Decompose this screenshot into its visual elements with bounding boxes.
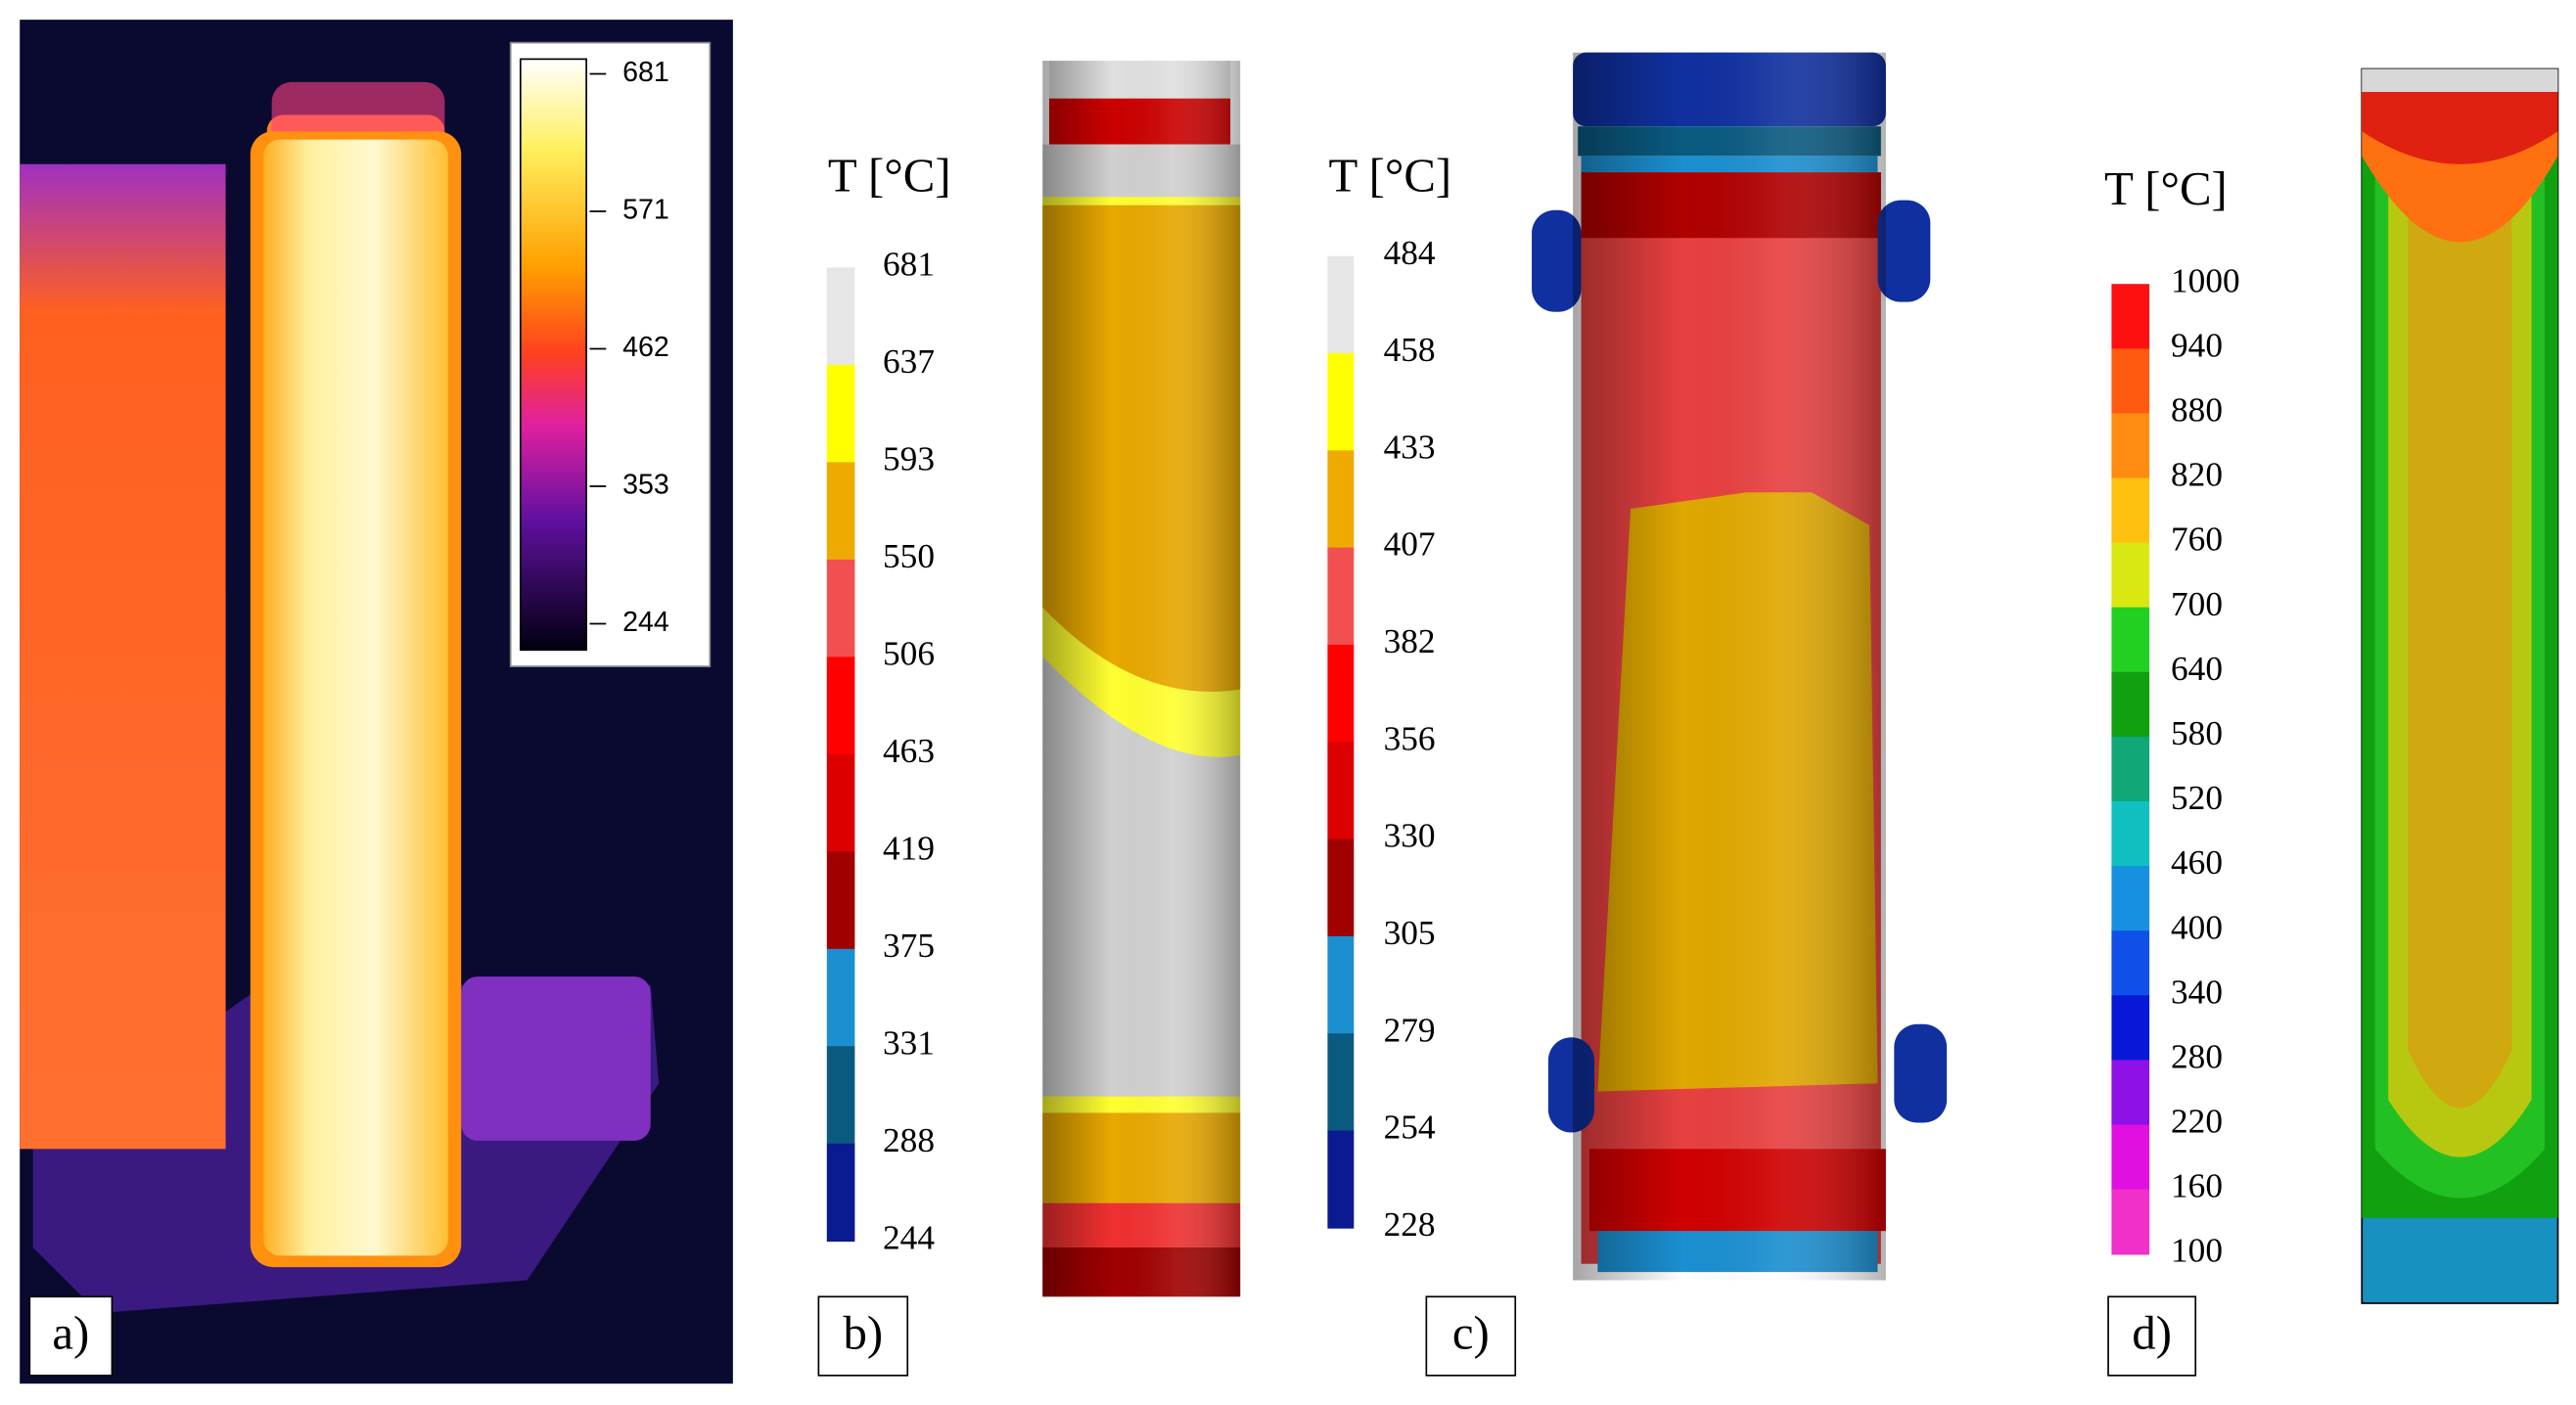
- labels: 681 571 462 353 244 a) 681 637 593 550 506 463 419 37…: [28, 57, 2240, 1377]
- colorbar-segment: [2111, 284, 2150, 350]
- colorbar-label: 571: [622, 195, 669, 226]
- colorbar-label: 353: [622, 470, 669, 501]
- colorbar-segment: [2111, 1189, 2150, 1255]
- colorbar-label: 940: [2171, 326, 2223, 364]
- colorbar-label: 280: [2171, 1038, 2223, 1076]
- colorbar-title: T [°C]: [2104, 162, 2228, 215]
- colorbar-segment: [826, 1046, 855, 1145]
- colorbar-label: 880: [2171, 391, 2223, 430]
- colorbar-label: 279: [1384, 1011, 1436, 1049]
- colorbar-label: 681: [622, 57, 669, 88]
- panel-label-box: [28, 1295, 114, 1377]
- colorbar-label: 460: [2171, 843, 2223, 882]
- colorbar-label: 506: [883, 634, 935, 672]
- colorbar-segment: [826, 753, 855, 853]
- colorbar-segment: [2111, 1060, 2150, 1126]
- colorbar-label: 407: [1384, 525, 1436, 564]
- colorbar-segment: [1327, 838, 1355, 937]
- colorbar-segment: [826, 1143, 855, 1243]
- colorbar-label: 330: [1384, 817, 1436, 855]
- colorbar-segment: [2111, 413, 2150, 479]
- colorbar-segment: [1327, 353, 1355, 452]
- colorbar-label: 254: [1384, 1109, 1436, 1147]
- colorbar-label: 382: [1384, 622, 1436, 660]
- colorbar-segment: [2111, 542, 2150, 609]
- colorbar-label: 458: [1384, 331, 1436, 369]
- colorbar-title: T [°C]: [828, 150, 951, 203]
- panel-label: d): [2132, 1306, 2172, 1359]
- colorbar-label: 244: [883, 1218, 935, 1256]
- colorbar-segment: [1327, 1130, 1355, 1229]
- colorbar-segment: [826, 267, 855, 366]
- colorbar-segment: [826, 851, 855, 950]
- colorbar-label: 1000: [2171, 261, 2240, 299]
- colorbar-label: 305: [1384, 914, 1436, 952]
- colorbar-label: 520: [2171, 779, 2223, 817]
- thermal-image: [20, 20, 733, 1384]
- colorbar-segment: [1327, 1033, 1355, 1132]
- colorbar-label: 681: [883, 246, 935, 284]
- colorbar-segment: [2111, 736, 2150, 802]
- colorbar-segment: [2111, 607, 2150, 673]
- colorbar-label: 400: [2171, 908, 2223, 946]
- colorbar-label: 550: [883, 537, 935, 575]
- colorbar-segment: [826, 559, 855, 658]
- colorbar-label: 580: [2171, 714, 2223, 752]
- panel-label-box: [2107, 1295, 2197, 1377]
- colorbar-label: 760: [2171, 521, 2223, 559]
- section-d: [2361, 68, 2559, 1304]
- colorbar-segment: [826, 657, 855, 755]
- colorbar-label: 244: [622, 607, 669, 638]
- colorbar-segment: [1327, 255, 1355, 354]
- colorbar-segment: [826, 462, 855, 561]
- colorbar-label: 700: [2171, 585, 2223, 623]
- colorbar-label: 640: [2171, 650, 2223, 688]
- colorbar-label: 593: [883, 440, 935, 478]
- panel-label: b): [843, 1306, 883, 1359]
- cylinder-c: [1532, 52, 1948, 1281]
- colorbar-label: 637: [883, 342, 935, 381]
- colorbar-label: 433: [1384, 428, 1436, 466]
- colorbar-label: 100: [2171, 1232, 2223, 1270]
- colorbar-segment: [1327, 742, 1355, 840]
- cylinder-b: [1042, 61, 1241, 1297]
- colorbar-segment: [1327, 450, 1355, 549]
- colorbar-segment: [2111, 671, 2150, 738]
- colorbar-segment: [2111, 930, 2150, 997]
- colorbar-label: 331: [883, 1023, 935, 1062]
- colorbar-label: 228: [1384, 1205, 1436, 1244]
- colorbar-segment: [1327, 547, 1355, 646]
- colorbar-segment: [1327, 644, 1355, 744]
- colorbar-label: 375: [883, 927, 935, 965]
- panel-label: a): [52, 1306, 89, 1359]
- colorbar-label: 820: [2171, 456, 2223, 494]
- colorbar-label: 484: [1384, 234, 1436, 272]
- panel-label-box: [817, 1295, 909, 1377]
- colorbar-segment: [1327, 935, 1355, 1035]
- colorbar-title: T [°C]: [1328, 150, 1451, 203]
- colorbar-label: 288: [883, 1121, 935, 1159]
- colorbar-label: 462: [622, 332, 669, 363]
- colorbar-segment: [826, 364, 855, 464]
- colorbar-label: 340: [2171, 973, 2223, 1011]
- panel-label-box: [1425, 1295, 1517, 1377]
- colorbar-label: 220: [2171, 1103, 2223, 1141]
- colorbar-segment: [2111, 348, 2150, 415]
- colorbar-segment: [2111, 800, 2150, 867]
- colorbar-label: 160: [2171, 1167, 2223, 1205]
- colorbar-label: 419: [883, 829, 935, 867]
- colorbar-segment: [2111, 477, 2150, 544]
- panel-label: c): [1452, 1306, 1490, 1359]
- colorbar-label: 356: [1384, 719, 1436, 757]
- colorbar-label: 463: [883, 732, 935, 770]
- colorbar-segment: [826, 948, 855, 1048]
- colorbar-segment: [2111, 866, 2150, 932]
- colorbar-segment: [2111, 1124, 2150, 1191]
- colorbar-segment: [2111, 995, 2150, 1062]
